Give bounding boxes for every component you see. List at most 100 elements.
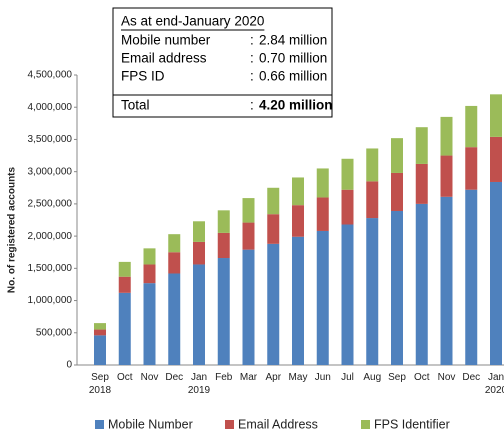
bar-segment — [440, 155, 453, 197]
bar-segment — [168, 273, 181, 365]
box-total: : — [250, 98, 254, 113]
x-tick-label: May — [289, 372, 308, 383]
bar-segment — [94, 335, 106, 365]
bar-segment — [193, 221, 205, 242]
box-cell: : — [250, 33, 254, 48]
bar-segment — [415, 127, 428, 164]
bar-segment — [366, 181, 379, 219]
x-tick-label: Nov — [438, 372, 456, 383]
bar-segment — [267, 243, 280, 365]
bar-segment — [341, 189, 354, 225]
y-tick-label: 0 — [66, 360, 72, 371]
y-tick-label: 2,500,000 — [28, 199, 73, 210]
y-tick-label: 1,000,000 — [28, 295, 73, 306]
box-cell: Email address — [121, 51, 207, 66]
bar-segment — [168, 252, 181, 274]
x-tick-label: Sep — [388, 372, 406, 383]
bar-segment — [341, 224, 354, 365]
y-tick-label: 4,000,000 — [28, 102, 73, 113]
bar-segment — [292, 177, 304, 206]
bar-segment — [366, 218, 379, 365]
bar-segment — [316, 230, 329, 365]
bar-segment — [341, 158, 354, 190]
x-tick-label: Dec — [165, 372, 183, 383]
x-tick-label: Nov — [141, 372, 159, 383]
x-tick-label: Jan2020 — [485, 372, 504, 396]
x-tick-label: Jul — [341, 372, 354, 383]
y-tick-label: 500,000 — [36, 327, 73, 338]
x-tick-label: Mar — [240, 372, 258, 383]
bar-segment — [193, 241, 205, 265]
bar-segment — [316, 168, 329, 198]
bar-segment — [465, 147, 478, 190]
x-tick-label: Apr — [265, 372, 281, 383]
bar-segment — [465, 105, 478, 148]
bar-segment — [242, 222, 255, 250]
y-axis-label: No. of registered accounts — [7, 166, 18, 293]
y-tick-label: 3,000,000 — [28, 166, 73, 177]
bar-segment — [217, 232, 230, 259]
bar-segment — [143, 283, 156, 365]
bar-segment — [465, 189, 478, 365]
bar-segment — [168, 234, 181, 253]
x-tick-label: Jan 2019 — [188, 372, 211, 396]
legend-swatch — [225, 420, 234, 429]
y-tick-label: 1,500,000 — [28, 263, 73, 274]
bar-segment — [143, 248, 156, 265]
bar-segment — [267, 187, 280, 215]
x-tick-label: Oct — [117, 372, 133, 383]
bar-segment — [94, 329, 106, 336]
box-title: As at end-January 2020 — [121, 14, 264, 29]
box-cell: 0.66 million — [259, 69, 327, 84]
bar-segment — [118, 261, 131, 277]
box-cell: Mobile number — [121, 33, 211, 48]
bar-segment — [490, 94, 502, 137]
bar-segment — [391, 138, 403, 173]
box-cell: 0.70 million — [259, 51, 327, 66]
legend-text: FPS Identifier — [374, 417, 450, 431]
bar-segment — [292, 205, 304, 237]
bar-segment — [391, 172, 403, 211]
box-cell: : — [250, 51, 254, 66]
box-cell: 2.84 million — [259, 33, 327, 48]
x-tick-label: Dec — [462, 372, 480, 383]
bar-segment — [292, 236, 304, 365]
bar-segment — [94, 323, 106, 330]
bar-segment — [415, 163, 428, 204]
bar-segment — [193, 264, 205, 365]
bar-segment — [267, 214, 280, 244]
x-tick-label: Aug — [363, 372, 381, 383]
bar-segment — [118, 292, 131, 365]
bar-segment — [118, 276, 131, 293]
legend-text: Mobile Number — [108, 417, 193, 431]
x-tick-label: Sep 2018 — [89, 372, 112, 396]
x-tick-label: Feb — [215, 372, 233, 383]
bar-segment — [366, 148, 379, 182]
bar-segment — [242, 249, 255, 365]
legend-swatch — [361, 420, 370, 429]
bar-segment — [440, 116, 453, 156]
bar-segment — [440, 196, 453, 365]
bar-segment — [415, 203, 428, 365]
annotation-box — [112, 7, 333, 118]
x-tick-label: Jun — [315, 372, 331, 383]
bar-segment — [490, 181, 502, 365]
y-tick-label: 2,000,000 — [28, 231, 73, 242]
bar-segment — [316, 197, 329, 231]
y-tick-label: 4,500,000 — [28, 70, 73, 81]
bar-segment — [391, 210, 403, 365]
box-cell: : — [250, 69, 254, 84]
bar-segment — [217, 210, 230, 233]
box-total: Total — [121, 98, 150, 113]
box-total: 4.20 million — [259, 98, 333, 113]
legend-text: Email Address — [238, 417, 318, 431]
box-cell: FPS ID — [121, 69, 165, 84]
bar-segment — [490, 136, 502, 182]
legend-swatch — [95, 420, 104, 429]
bar-segment — [143, 264, 156, 284]
bar-segment — [242, 198, 255, 223]
y-tick-label: 3,500,000 — [28, 134, 73, 145]
x-tick-label: Oct — [414, 372, 430, 383]
